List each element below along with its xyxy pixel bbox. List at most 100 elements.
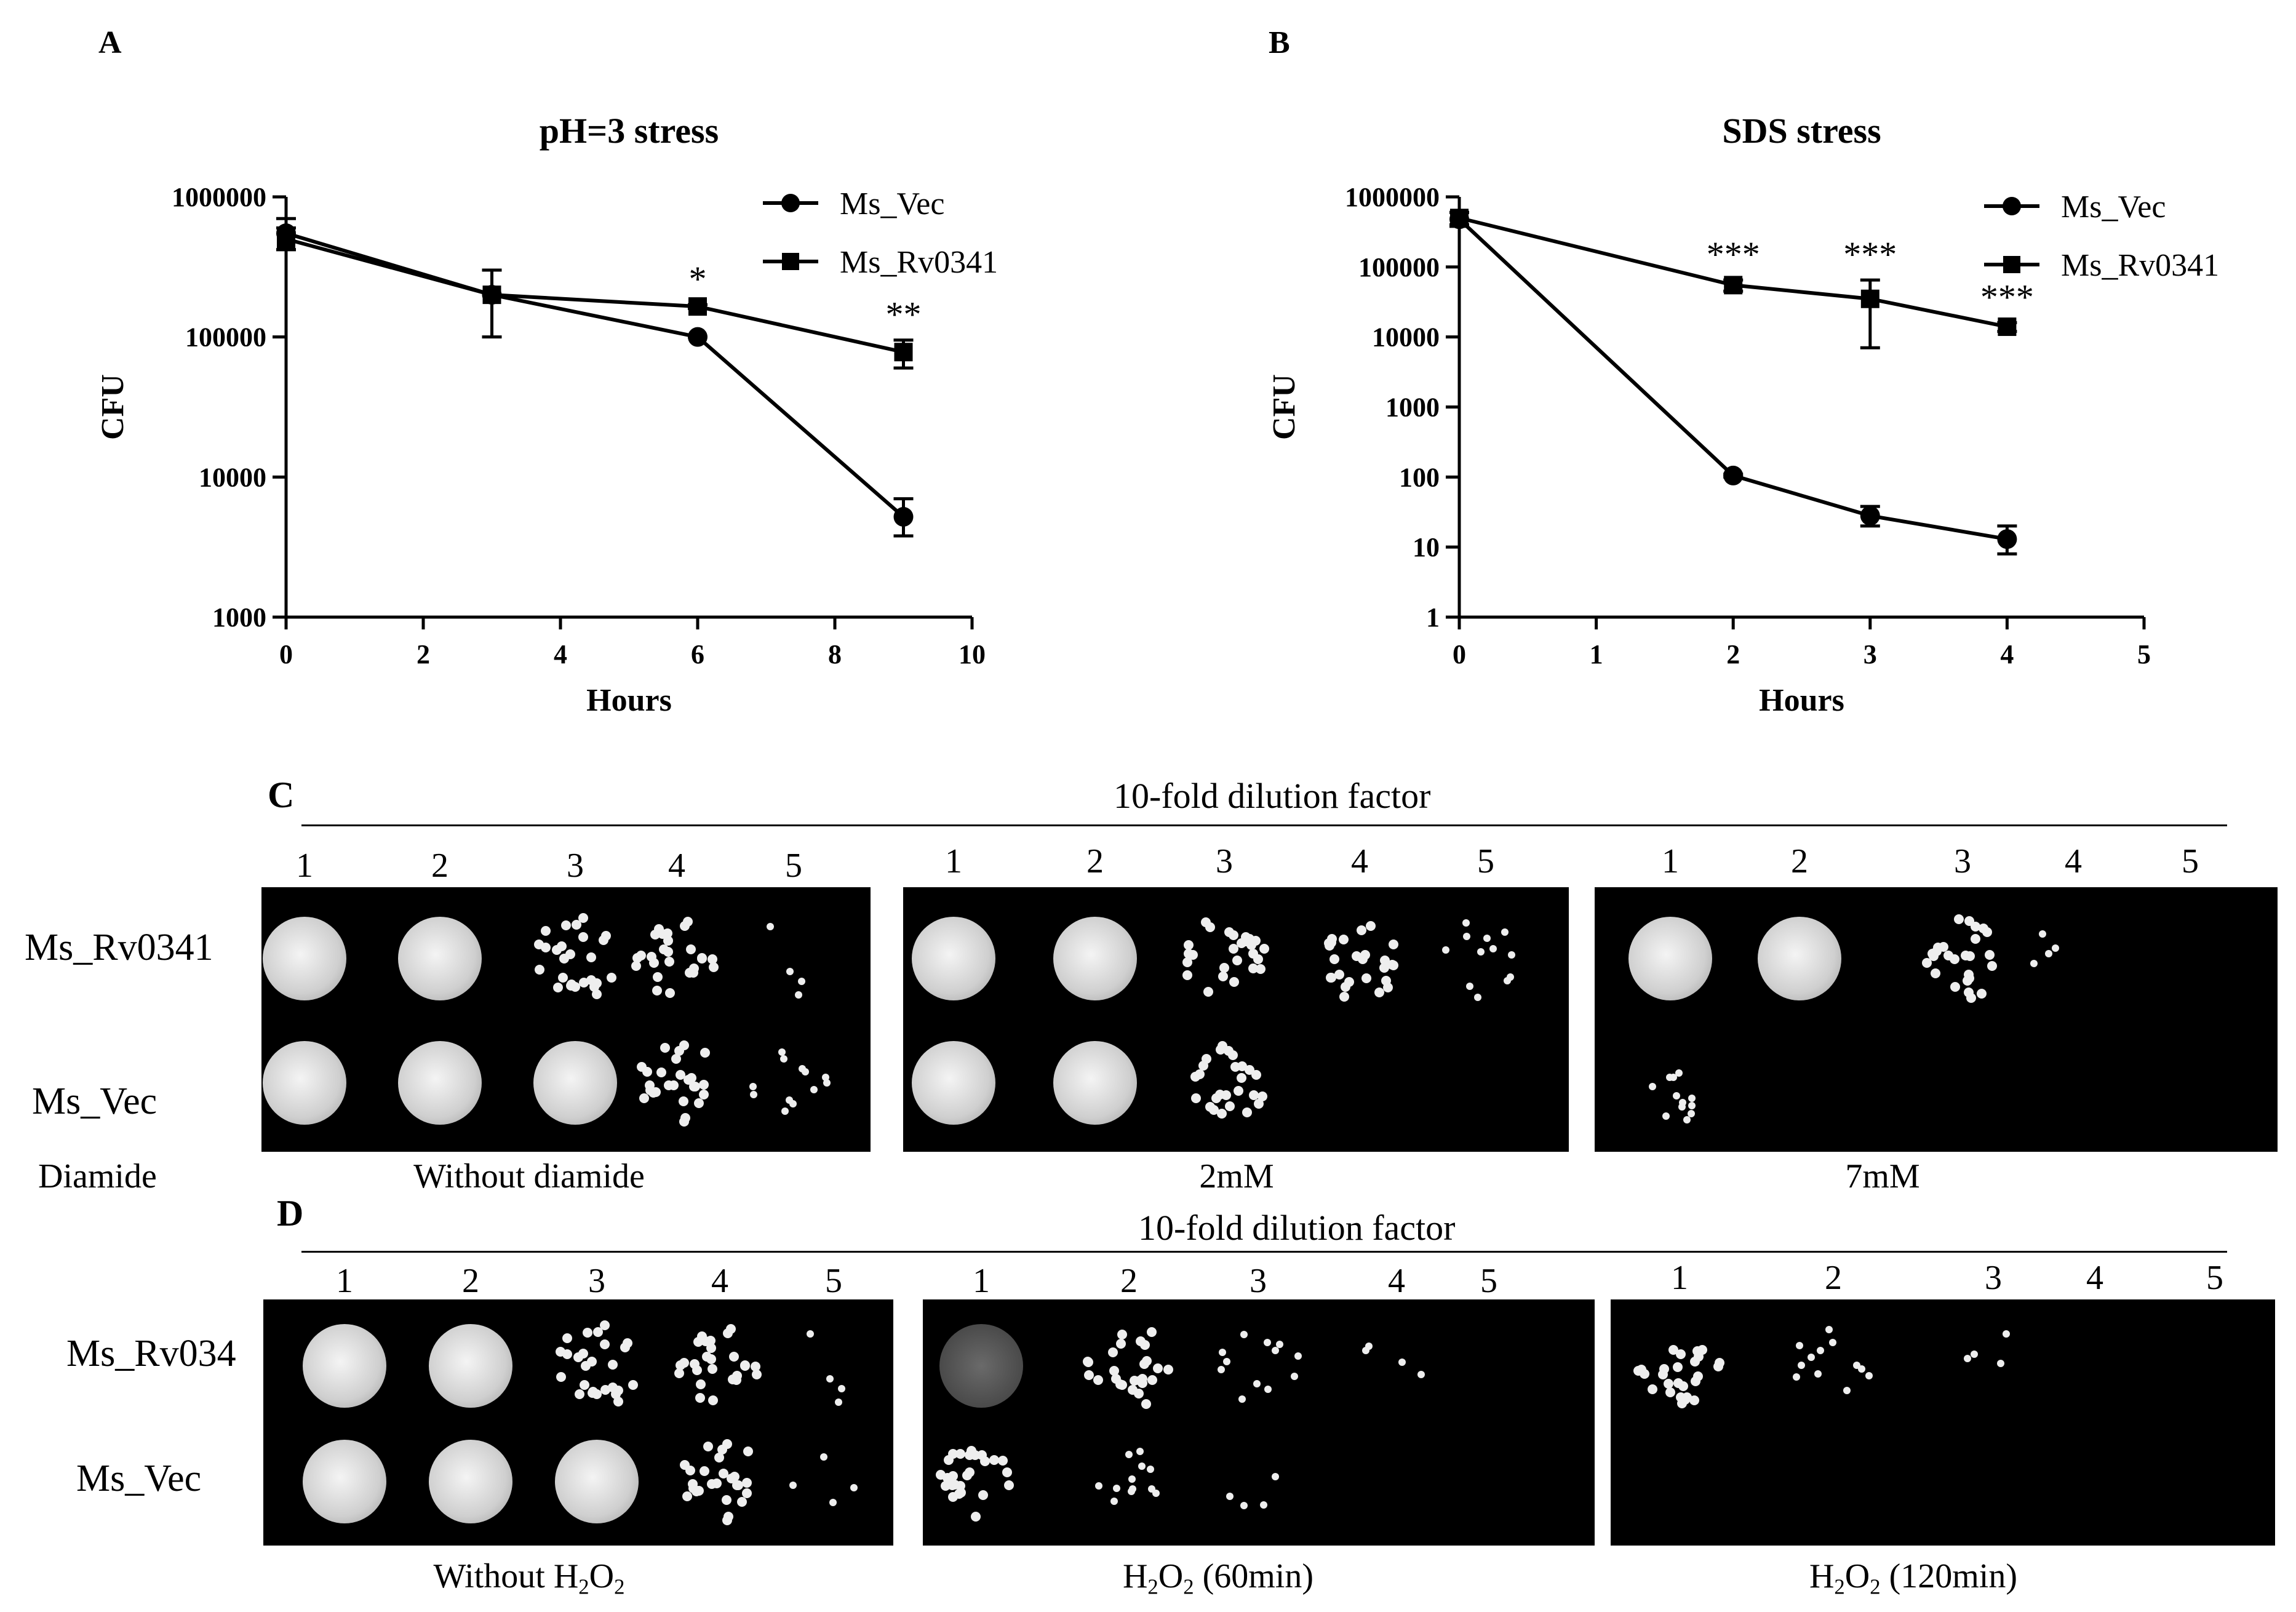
panel-c-spot-r1-c4-colony	[1351, 951, 1361, 961]
panel-d-spot-r1-c4-colony	[740, 1360, 751, 1371]
panel-d-spot-r2-c4-colony	[742, 1478, 752, 1488]
panel-d-plate-1-dilution-4: 4	[711, 1262, 728, 1300]
panel-d-spot-r1-c3-colony	[620, 1343, 631, 1353]
panel-c-spot-r2-c5-colony	[786, 1096, 794, 1104]
panel-d-spot-r1-c4-colony	[750, 1361, 760, 1371]
panel-d-spot-r2-c4-colony	[721, 1494, 731, 1505]
panel-d-spot-r1-c1-colony	[1673, 1378, 1683, 1388]
panel-c-spot-r1-c3-colony	[1240, 936, 1251, 946]
panel-c-spot-r1-c4-colony	[648, 957, 659, 968]
panel-d-spot-r1-c2-colony	[1865, 1371, 1873, 1379]
panel-d-spot-r1-c2-colony	[1798, 1361, 1806, 1369]
panel-d-spot-r1-c1-colony	[1664, 1378, 1674, 1389]
panel-c-spot-r1-c3-colony	[1987, 960, 1997, 971]
panel-d-spot-r2-c1-colony	[970, 1511, 981, 1522]
panel-c-spot-r1-c3-colony	[1219, 962, 1230, 973]
panel-d-spot-r1-c4-colony	[679, 1357, 690, 1368]
panel-c-spot-r1-c3-colony	[1964, 973, 1975, 984]
panel-c-spot-r1-c3-colony	[1976, 988, 1987, 999]
panel-c-cond-label-2: 2mM	[1199, 1157, 1274, 1195]
panel-d-spot-r2-c5-colony	[789, 1482, 797, 1490]
panel-c-spot-r1-c3-colony	[1182, 970, 1193, 980]
panel-c-spot-r1-c4-colony	[1374, 987, 1384, 997]
panel-d-spot-r1-c3-colony	[1291, 1372, 1299, 1380]
chart-a-series-ms-rv0341-line	[285, 237, 904, 354]
panel-d-spot-r1-c4-colony	[696, 1331, 707, 1342]
chart-a-series-ms-rv0341-point	[277, 229, 295, 249]
panel-c-plate-2-dilution-1: 1	[945, 842, 962, 880]
panel-c-spot-r2-c3-colony	[1198, 1060, 1209, 1071]
panel-c-spot-r1-c3-colony	[1982, 927, 1992, 937]
panel-d-cond-3-sub: 2	[1834, 1574, 1845, 1599]
panel-c-spot-r1-c5-colony	[1483, 935, 1491, 943]
panel-d-plate-3	[1611, 1299, 2275, 1546]
panel-c-spot-r1-c3-colony	[1960, 950, 1971, 960]
panel-d-spot-r2-c2-colony	[1138, 1462, 1146, 1470]
panel-c-plate-1-dilution-1: 1	[296, 847, 313, 885]
chart-b-series-ms-rv0341-point	[1450, 209, 1469, 228]
panel-d-spot-r1-c3-colony	[628, 1380, 638, 1391]
panel-c-spot-r2-c3-colony	[1190, 1093, 1201, 1103]
panel-d-spot-r2-c1-colony	[977, 1450, 987, 1460]
panel-d-spot-r1-c3-colony	[1294, 1352, 1302, 1360]
panel-c-spot-r2-c3-colony	[1221, 1090, 1231, 1100]
chart-b-series-ms-rv0341-point	[1998, 317, 2017, 337]
panel-d-spot-r1-c3-colony	[613, 1396, 623, 1407]
chart-b-x-tick-label: 5	[2137, 639, 2151, 669]
panel-d-spot-r1-c1-colony	[1672, 1362, 1683, 1373]
panel-c-spot-r2-c5-colony	[778, 1048, 786, 1056]
chart-b-x-tick-label: 0	[1453, 639, 1466, 669]
panel-d-cond-label-2: H2O2 (60min)	[1070, 1557, 1366, 1599]
panel-c-plate-1-dilution-3: 3	[567, 847, 584, 885]
panel-d-spot-r2-c1-colony	[956, 1487, 967, 1498]
panel-c-spot-r1-c4-colony	[631, 960, 641, 971]
panel-d-cond-2-sub: 2	[1147, 1574, 1158, 1599]
panel-d-spot-r1-c1-colony	[1689, 1356, 1700, 1367]
panel-d-spot-r1-c2-colony	[1141, 1399, 1151, 1409]
panel-c-spot-r1-c3-colony	[1256, 964, 1266, 974]
panel-d-spot-r1-c1	[303, 1324, 386, 1408]
panel-d-spot-r1-c2-colony	[1793, 1373, 1801, 1381]
panel-d-spot-r2-c4-colony	[743, 1446, 754, 1457]
chart-b-x-tick-label: 3	[1864, 639, 1877, 669]
panel-d-spot-r2-c4-colony	[700, 1466, 710, 1476]
panel-d-spot-r2-c3-colony	[1259, 1501, 1267, 1509]
panel-c-spot-r1-c3-colony	[1232, 955, 1242, 965]
panel-d-spot-r2-c1-colony	[941, 1480, 951, 1491]
panel-c-spot-r1-c3-colony	[1218, 971, 1229, 981]
panel-d-spot-r1-c5-colony	[806, 1330, 814, 1338]
panel-d-spot-r1-c4-colony	[707, 1364, 717, 1375]
panel-d-spot-r1-c3-colony	[1970, 1351, 1978, 1359]
panel-c-spot-r1-c2	[1053, 917, 1137, 1001]
chart-b-x-tick-label: 4	[2000, 639, 2014, 669]
panel-d-spot-r1-c4-colony	[752, 1369, 762, 1379]
panel-c-spot-r2-c4-colony	[699, 1079, 709, 1090]
panel-d-spot-r1-c2-colony	[1133, 1389, 1144, 1399]
panel-c-spot-r1-c4-colony	[2051, 944, 2059, 952]
panel-d-spot-r2-c4-colony	[711, 1478, 722, 1489]
panel-d-spot-r2-c5-colony	[820, 1453, 828, 1461]
panel-d-spot-r1-c2-colony	[1117, 1329, 1128, 1339]
panel-d-spot-r1-c3-colony	[600, 1385, 610, 1395]
panel-c-spot-r1-c4-colony	[664, 957, 674, 967]
panel-c-spot-r2-c3-colony	[1234, 1086, 1244, 1096]
panel-d-spot-r2-c1-colony	[943, 1472, 953, 1483]
panel-c-spot-r2-c4-colony	[679, 1117, 689, 1127]
panel-d-spot-r1-c4-colony	[695, 1379, 706, 1389]
panel-d-spot-r2-c5-colony	[829, 1499, 837, 1507]
panel-d-spot-r1-c1-colony	[1689, 1395, 1700, 1406]
chart-a-x-axis-label: Hours	[586, 683, 672, 718]
panel-c-spot-r1-c3-colony	[1985, 950, 1995, 960]
panel-d-spot-r1-c4-colony	[1361, 1347, 1369, 1355]
panel-d-plate-1-dilution-5: 5	[825, 1262, 842, 1300]
chart-b-y-tick-label: 1000000	[1345, 182, 1440, 212]
chart-b-series-ms-rv0341-line	[1459, 216, 2007, 329]
panel-c-plate-3-dilution-5: 5	[2182, 842, 2199, 880]
panel-c-spot-r1-c3-colony	[1259, 943, 1269, 954]
panel-d-spot-r1-c2-colony	[1147, 1327, 1157, 1338]
panel-c-spot-r1-c4-colony	[653, 924, 664, 935]
panel-c-spot-r1-c3-colony	[1201, 917, 1211, 927]
panel-c-spot-r1-c4-colony	[2038, 930, 2046, 938]
panel-c-spot-r1-c3-colony	[1953, 914, 1964, 924]
panel-c-row-vec: Ms_Vec	[32, 1080, 157, 1122]
